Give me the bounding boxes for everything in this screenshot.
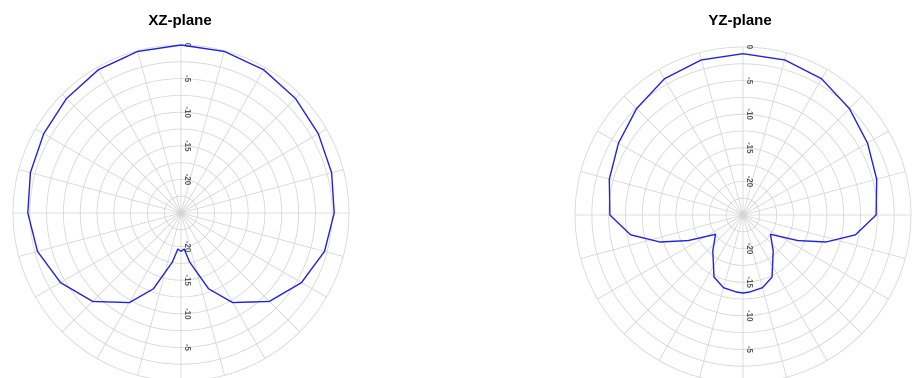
grid-spoke xyxy=(180,212,225,376)
grid-spoke xyxy=(61,93,182,214)
grid-spoke xyxy=(658,69,744,216)
xz-plane-panel: XZ-plane 00-5-5-10-10-15-15-20-20 xyxy=(0,0,360,378)
grid-spoke xyxy=(742,214,787,378)
grid-spoke xyxy=(180,169,344,214)
radial-tick-label: -5 xyxy=(183,344,192,352)
chart-title: XZ-plane xyxy=(148,12,212,29)
radiation-pattern-line xyxy=(608,53,878,294)
radial-tick-label: -5 xyxy=(183,75,192,83)
grid-spoke xyxy=(35,128,182,214)
chart-title: YZ-plane xyxy=(708,12,772,29)
grid-spoke xyxy=(180,128,327,214)
grid-spoke xyxy=(623,95,744,216)
radial-tick-labels: 00-5-5-10-10-15-15-20-20 xyxy=(745,45,754,354)
grid-spoke xyxy=(580,171,744,216)
grid-spoke xyxy=(35,212,182,298)
grid-spoke xyxy=(742,214,863,335)
yz-plane-panel: YZ-plane 00-5-5-10-10-15-15-20-20 xyxy=(560,0,913,378)
grid-spoke xyxy=(742,130,889,216)
grid-spoke xyxy=(742,95,863,216)
polar-grid xyxy=(574,46,912,378)
grid-spoke xyxy=(18,212,182,257)
grid-spoke xyxy=(597,130,744,216)
grid-spoke xyxy=(699,52,744,216)
radial-tick-label: -10 xyxy=(745,310,754,322)
radial-tick-label: 0 xyxy=(745,45,754,50)
radial-tick-label: -15 xyxy=(183,140,192,152)
grid-spoke xyxy=(96,67,182,214)
grid-spoke xyxy=(180,67,266,214)
grid-spoke xyxy=(180,212,266,359)
grid-spoke xyxy=(180,212,344,257)
radial-tick-label: -15 xyxy=(183,274,192,286)
grid-spoke xyxy=(180,50,225,214)
radiation-pattern-line xyxy=(27,44,335,304)
grid-spoke xyxy=(699,214,744,378)
grid-spoke xyxy=(658,214,744,361)
radial-tick-label: -15 xyxy=(745,276,754,288)
radial-tick-label: -20 xyxy=(745,243,754,255)
grid-spoke xyxy=(742,69,828,216)
radial-tick-label: -5 xyxy=(745,77,754,85)
grid-spoke xyxy=(137,50,182,214)
grid-spoke xyxy=(180,212,301,333)
grid-spoke xyxy=(742,214,828,361)
radial-tick-label: -5 xyxy=(745,346,754,354)
radial-tick-label: -20 xyxy=(183,174,192,186)
xz-plane-polar-chart: 00-5-5-10-10-15-15-20-20 xyxy=(12,43,350,378)
radial-tick-label: -20 xyxy=(745,176,754,188)
radial-tick-label: -10 xyxy=(183,308,192,320)
radial-tick-label: -10 xyxy=(183,106,192,118)
grid-spoke xyxy=(597,214,744,300)
grid-spoke xyxy=(96,212,182,359)
radial-tick-label: -20 xyxy=(183,241,192,253)
grid-spoke xyxy=(61,212,182,333)
yz-plane-polar-chart: 00-5-5-10-10-15-15-20-20 xyxy=(574,45,912,378)
grid-spoke xyxy=(180,93,301,214)
radial-tick-label: -10 xyxy=(745,108,754,120)
polar-grid xyxy=(12,44,350,378)
grid-spoke xyxy=(742,52,787,216)
grid-spoke xyxy=(742,214,906,259)
grid-spoke xyxy=(580,214,744,259)
grid-spoke xyxy=(742,171,906,216)
grid-spoke xyxy=(742,214,889,300)
radial-tick-label: -15 xyxy=(745,142,754,154)
grid-spoke xyxy=(18,169,182,214)
grid-spoke xyxy=(623,214,744,335)
grid-spoke xyxy=(180,212,327,298)
grid-spoke xyxy=(137,212,182,376)
